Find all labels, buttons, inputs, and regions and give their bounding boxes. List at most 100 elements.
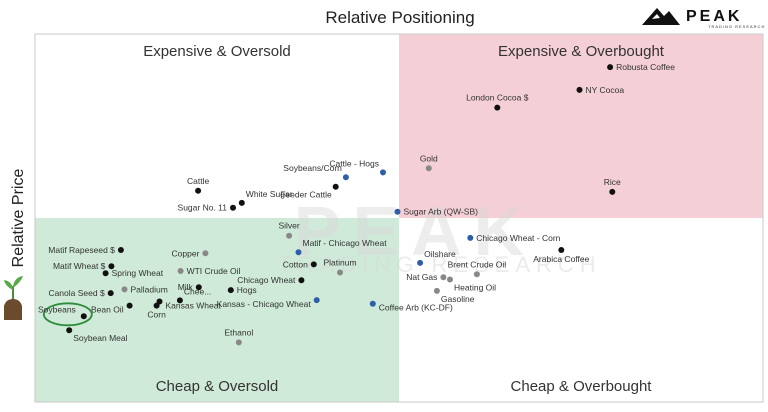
point-label: Feeder Cattle	[280, 190, 332, 200]
point-label: Matif Rapeseed $	[48, 245, 115, 255]
quadrant-top-right	[399, 34, 763, 218]
point-label: Palladium	[131, 284, 168, 294]
data-point-rice: Rice	[604, 177, 621, 195]
data-point-corn: Corn	[147, 302, 166, 320]
point-marker	[177, 268, 184, 274]
seedling-icon	[4, 276, 23, 320]
data-point-matif-chicago-wheat: Matif - Chicago Wheat	[295, 238, 387, 256]
point-marker	[80, 313, 87, 320]
point-label: Chee...	[184, 286, 211, 296]
point-label: White Sugar	[246, 189, 293, 199]
point-marker	[227, 287, 234, 294]
data-point-heating-oil: Heating Oil	[447, 276, 496, 293]
point-marker	[576, 86, 583, 93]
point-label: Brent Crude Oil	[448, 259, 507, 269]
data-point-ethanol: Ethanol	[224, 327, 253, 346]
point-label: Soybean Meal	[73, 333, 127, 343]
point-marker	[195, 187, 202, 194]
point-marker	[494, 104, 501, 111]
point-marker	[380, 169, 386, 176]
point-label: Ethanol	[224, 327, 253, 337]
point-label: Gold	[420, 153, 438, 163]
point-label: Robusta Coffee	[616, 62, 675, 72]
quadrant-bottom-left	[35, 218, 399, 402]
point-marker	[238, 199, 245, 206]
data-point-matif-rapeseed: Matif Rapeseed $	[48, 245, 124, 255]
point-marker	[440, 274, 447, 281]
point-marker	[230, 204, 236, 211]
point-label: Bean Oil	[91, 305, 124, 315]
quadrant-label-bottom-left: Cheap & Oversold	[156, 378, 279, 395]
point-label: NY Cocoa	[586, 85, 625, 95]
point-marker	[332, 183, 339, 190]
data-point-silver: Silver	[278, 221, 300, 239]
point-marker	[425, 165, 432, 172]
point-marker	[235, 339, 242, 346]
plot-border	[34, 33, 764, 403]
point-marker	[394, 208, 401, 215]
data-point-nat-gas: Nat Gas	[406, 272, 447, 282]
quadrant-label-top-left: Expensive & Oversold	[143, 43, 291, 60]
point-label: Kansas - Chicago Wheat	[217, 299, 312, 309]
point-marker	[121, 286, 128, 293]
point-marker	[337, 269, 343, 276]
data-point-oilshare: Oilshare	[417, 249, 456, 266]
highlight-ring	[42, 302, 93, 327]
point-label: Cattle	[187, 176, 209, 186]
point-marker	[286, 232, 293, 239]
point-marker	[102, 270, 109, 277]
point-marker	[202, 250, 209, 257]
mountain-icon	[642, 8, 680, 25]
point-marker	[153, 302, 160, 309]
point-marker	[609, 188, 616, 195]
data-point-soybeans-corn: Soybeans/Corn	[283, 163, 349, 181]
quadrant-bottom-right	[399, 218, 763, 402]
point-label: Soybeans	[38, 304, 76, 314]
point-label: Platinum	[323, 258, 356, 268]
logo-tagline: TRADING RESEARCH	[708, 24, 765, 29]
data-point-arabica-coffee: Arabica Coffee	[533, 247, 590, 264]
point-label: Arabica Coffee	[533, 254, 589, 264]
point-marker	[195, 284, 202, 291]
data-point-chicago-wheat: Chicago Wheat	[237, 275, 305, 285]
point-marker	[298, 277, 305, 284]
point-marker	[107, 290, 114, 297]
data-point-kansas-chicago-wheat: Kansas - Chicago Wheat	[217, 297, 320, 309]
point-label: Chicago Wheat - Corn	[476, 233, 560, 243]
point-label: Corn	[147, 310, 166, 320]
point-label: Canola Seed $	[48, 288, 105, 298]
point-marker	[66, 327, 73, 334]
data-point-hogs: Hogs	[227, 285, 257, 295]
point-label: Sugar Arb (QW-SB)	[404, 207, 479, 217]
point-marker	[447, 276, 453, 283]
point-label: Oilshare	[424, 249, 456, 259]
data-point-london-cocoa: London Cocoa $	[466, 93, 529, 111]
point-marker	[176, 297, 183, 304]
point-marker	[126, 302, 133, 309]
watermark: PEAK TRADING RESEARCH	[278, 192, 601, 277]
data-point-matif-wheat: Matif Wheat $	[53, 261, 115, 271]
point-label: Copper	[172, 248, 200, 258]
point-label: Silver	[278, 221, 299, 231]
point-label: Gasoline	[441, 294, 475, 304]
data-point-cattle-hogs: Cattle - Hogs	[329, 158, 386, 176]
point-label: Nat Gas	[406, 272, 437, 282]
data-point-gold: Gold	[420, 153, 438, 172]
y-axis-label: Relative Price	[10, 169, 27, 268]
watermark-name: PEAK	[294, 192, 536, 270]
quadrant-label-top-right: Expensive & Overbought	[498, 43, 665, 60]
data-point-sugar-no-11: Sugar No. 11	[178, 203, 236, 213]
point-label: Cattle - Hogs	[329, 158, 379, 168]
logo-name: PEAK	[686, 8, 742, 25]
point-marker	[313, 297, 320, 304]
watermark-tagline: TRADING RESEARCH	[278, 252, 601, 277]
point-marker	[310, 261, 317, 268]
point-label: Coffee Arb (KC-DF)	[379, 303, 453, 313]
data-point-milk: Milk	[178, 282, 202, 292]
data-point-palladium: Palladium	[121, 284, 168, 294]
point-label: London Cocoa $	[466, 93, 529, 103]
data-point-canola-seed: Canola Seed $	[48, 288, 114, 298]
data-point-spring-wheat: Spring Wheat	[102, 268, 164, 278]
data-point-cattle: Cattle	[187, 176, 209, 194]
data-point-brent-crude-oil: Brent Crude Oil	[448, 259, 507, 278]
